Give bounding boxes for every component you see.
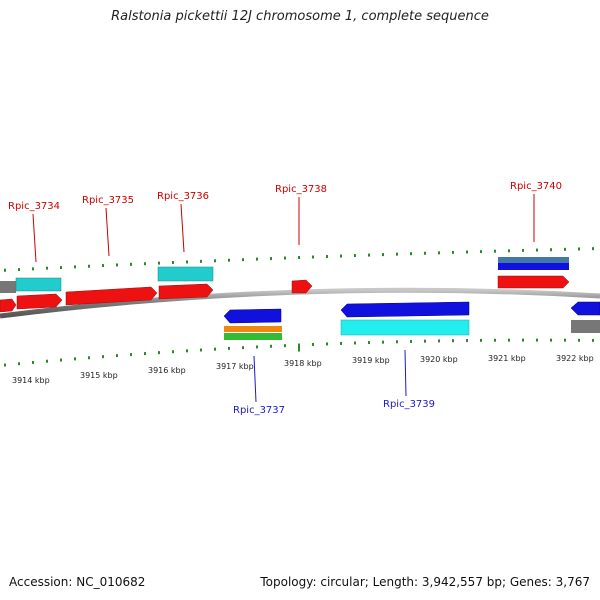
kbp-label: 3922 kbp [556, 354, 594, 363]
leader-line [105, 207, 110, 257]
label-leaders [32, 194, 535, 403]
gene-feature[interactable] [498, 257, 569, 263]
accession-text: Accession: NC_010682 [9, 575, 146, 589]
gene-feature[interactable] [498, 263, 569, 270]
forward-features [0, 257, 570, 313]
gene-feature[interactable] [65, 286, 158, 306]
gene-label-rpic-3735[interactable]: Rpic_3735 [82, 195, 134, 206]
kbp-label: 3920 kbp [420, 355, 458, 364]
gene-feature[interactable] [0, 298, 17, 313]
kbp-label: 3921 kbp [488, 354, 526, 363]
gene-feature[interactable] [0, 281, 16, 293]
gene-feature[interactable] [224, 333, 282, 340]
gene-feature[interactable] [157, 266, 214, 282]
ruler-labels: 3914 kbp 3915 kbp 3916 kbp 3917 kbp 3918… [12, 354, 594, 385]
gene-label-rpic-3736[interactable]: Rpic_3736 [157, 191, 209, 202]
ruler-ticks [4, 247, 594, 367]
gene-label-rpic-3734[interactable]: Rpic_3734 [8, 201, 60, 212]
gene-feature[interactable] [158, 283, 214, 300]
map-title: Ralstonia pickettii 12J chromosome 1, co… [111, 9, 489, 24]
gene-feature[interactable] [291, 279, 313, 294]
kbp-label: 3918 kbp [284, 359, 322, 368]
gene-label-rpic-3738[interactable]: Rpic_3738 [275, 184, 327, 195]
gene-feature[interactable] [15, 277, 62, 292]
kbp-label: 3914 kbp [12, 376, 50, 385]
gene-labels: Rpic_3734 Rpic_3735 Rpic_3736 Rpic_3738 … [8, 181, 562, 416]
gene-feature[interactable] [224, 326, 282, 332]
gene-feature[interactable] [340, 319, 470, 336]
topology-summary: Topology: circular; Length: 3,942,557 bp… [260, 575, 590, 589]
leader-line [32, 213, 37, 263]
gene-label-rpic-3737[interactable]: Rpic_3737 [233, 405, 285, 416]
gene-feature[interactable] [340, 301, 470, 318]
gene-feature[interactable] [497, 275, 570, 289]
leader-line [404, 349, 407, 397]
gene-feature[interactable] [223, 308, 282, 324]
gene-feature[interactable] [571, 320, 600, 333]
kbp-label: 3919 kbp [352, 356, 390, 365]
kbp-label: 3915 kbp [80, 371, 118, 380]
gene-label-rpic-3739[interactable]: Rpic_3739 [383, 399, 435, 410]
gene-label-rpic-3740[interactable]: Rpic_3740 [510, 181, 562, 192]
gene-feature[interactable] [16, 293, 63, 310]
leader-line [253, 355, 257, 403]
gene-feature[interactable] [570, 301, 600, 316]
kbp-label: 3917 kbp [216, 362, 254, 371]
reverse-features [223, 301, 600, 340]
kbp-label: 3916 kbp [148, 366, 186, 375]
leader-line [180, 203, 185, 253]
